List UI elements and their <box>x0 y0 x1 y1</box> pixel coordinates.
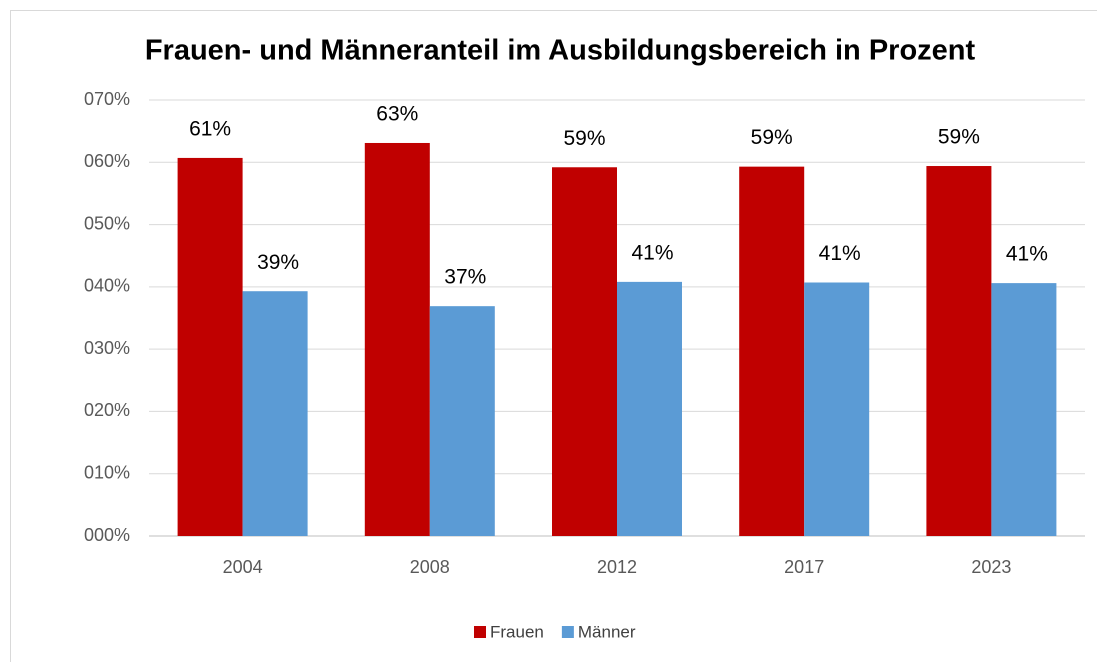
y-tick-label: 040% <box>84 276 130 296</box>
bar <box>364 142 430 536</box>
bar <box>242 291 308 536</box>
x-tick-label: 2008 <box>410 557 450 577</box>
legend-swatch <box>474 626 486 638</box>
data-label: 41% <box>1006 243 1048 266</box>
x-tick-label: 2017 <box>784 557 824 577</box>
bar <box>739 166 805 536</box>
data-label: 39% <box>257 251 299 274</box>
y-tick-label: 070% <box>84 89 130 109</box>
x-tick-label: 2023 <box>971 557 1011 577</box>
bar <box>991 283 1057 536</box>
y-tick-label: 030% <box>84 338 130 358</box>
data-label: 59% <box>563 127 605 150</box>
y-tick-label: 020% <box>84 400 130 420</box>
legend-label: Frauen <box>490 622 544 641</box>
y-tick-label: 050% <box>84 213 130 233</box>
y-tick-label: 000% <box>84 525 130 545</box>
bar <box>804 282 870 536</box>
legend-label: Männer <box>578 622 636 641</box>
data-label: 41% <box>631 241 673 264</box>
legend-swatch <box>561 626 574 638</box>
data-label: 41% <box>819 242 861 265</box>
data-label: 59% <box>938 126 980 149</box>
data-label: 61% <box>189 117 231 140</box>
x-tick-label: 2004 <box>223 557 263 577</box>
x-tick-label: 2012 <box>597 557 637 577</box>
bar <box>177 157 243 536</box>
data-label: 59% <box>751 126 793 149</box>
bar <box>617 281 682 536</box>
y-tick-label: 060% <box>84 151 130 171</box>
data-label: 63% <box>376 103 418 126</box>
data-label: 37% <box>444 266 486 289</box>
bar <box>926 166 992 536</box>
bar <box>552 167 617 537</box>
y-tick-label: 010% <box>84 462 130 482</box>
bar <box>429 306 495 536</box>
chart-title: Frauen- und Männeranteil im Ausbildungsb… <box>145 35 976 67</box>
